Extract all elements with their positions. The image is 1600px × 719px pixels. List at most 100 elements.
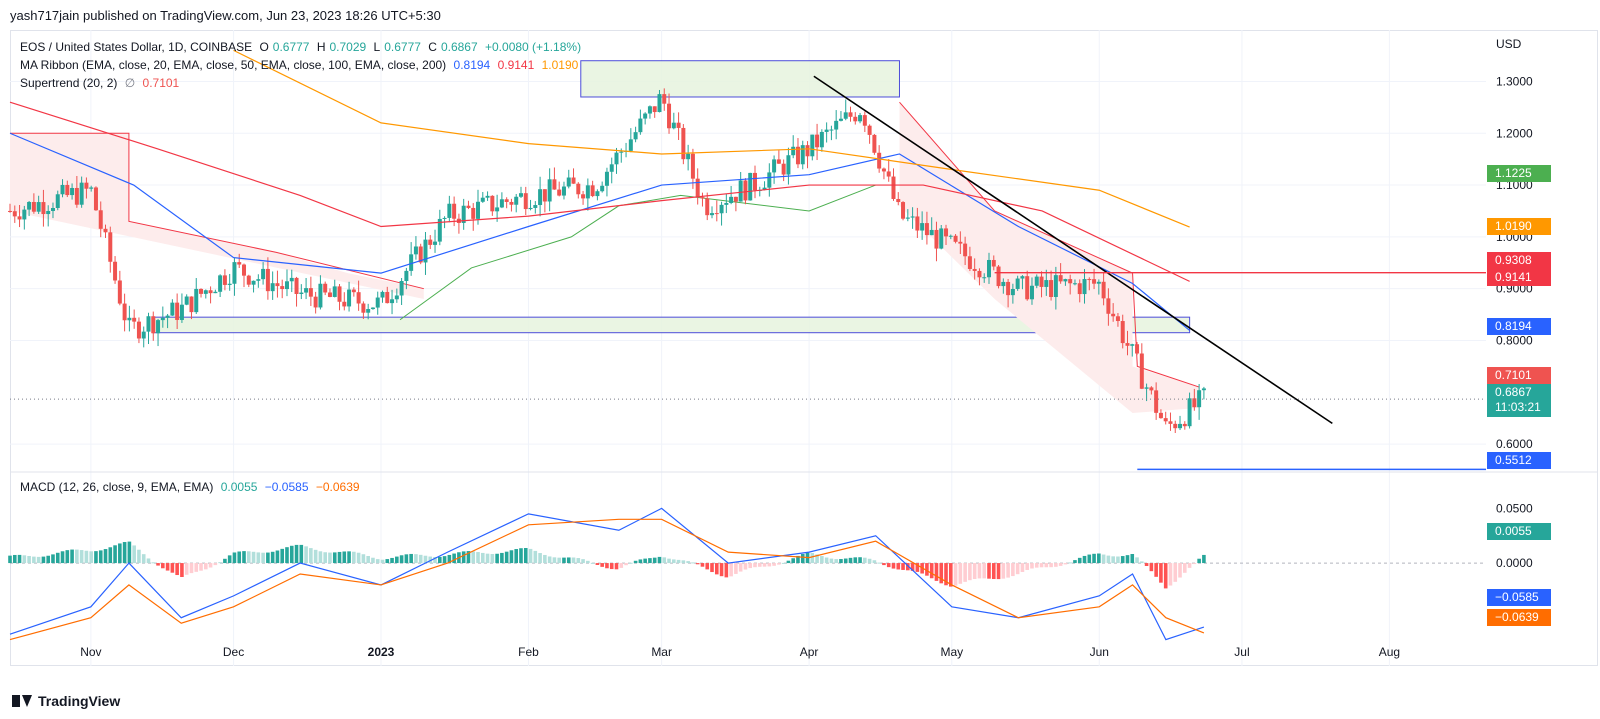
candle-body: [261, 268, 266, 280]
macd-histogram-bar: [366, 556, 370, 564]
candle-body: [227, 283, 232, 285]
macd-histogram-bar: [648, 558, 652, 564]
candle-body: [504, 199, 509, 202]
candle-body: [967, 256, 972, 269]
macd-histogram-bar: [480, 552, 485, 564]
supertrend-fill-bearish: [899, 102, 1200, 414]
candle-body: [595, 191, 600, 197]
macd-histogram-bar: [667, 558, 671, 564]
macd-histogram-bar: [1120, 556, 1125, 564]
macd-axis-tick: 0.0500: [1496, 501, 1533, 515]
candle-body: [552, 179, 557, 190]
macd-histogram-bar: [786, 560, 791, 564]
ema-ribbon: [9, 49, 1191, 331]
candle-body: [251, 280, 256, 285]
macd-signal-line: [9, 518, 1205, 641]
macd-histogram-bar: [1106, 555, 1111, 564]
candle-body: [939, 228, 944, 249]
candle-body: [471, 207, 476, 219]
candle-body: [242, 264, 247, 276]
time-axis-tick: Feb: [518, 645, 539, 659]
candle-body: [1139, 353, 1144, 389]
candle-body: [733, 196, 738, 202]
macd-histogram-bar: [1044, 563, 1049, 568]
macd-histogram-bar: [227, 555, 232, 564]
macd-histogram-bar: [385, 559, 390, 564]
macd-histogram-bar: [944, 563, 948, 586]
macd-histogram-bar: [519, 548, 523, 564]
candle-body: [681, 127, 686, 160]
ema-line-ema-200: [233, 49, 1190, 228]
candle-body: [136, 321, 141, 339]
macd-histogram-bar: [1034, 563, 1039, 568]
candle-body: [528, 207, 533, 210]
macd-histogram-bar: [581, 559, 585, 564]
macd-histogram-bar: [51, 554, 55, 564]
macd-histogram-bar: [543, 554, 547, 564]
legend-macd-line: −0.0585: [264, 480, 309, 494]
macd-histogram-bar: [270, 551, 275, 564]
legend-open: 0.6777: [272, 40, 310, 54]
macd-histogram-bar: [948, 563, 953, 587]
candle-body: [485, 195, 490, 198]
macd-histogram-bar: [208, 563, 213, 568]
macd-histogram-bar: [246, 551, 251, 564]
price-tag: 0.9308: [1487, 252, 1551, 269]
candle-body: [370, 307, 375, 310]
macd-histogram-bar: [1149, 563, 1154, 572]
macd-histogram-bar: [41, 556, 46, 564]
candle-body: [958, 241, 963, 244]
macd-histogram-bar: [504, 551, 509, 564]
macd-histogram-bar: [194, 563, 199, 572]
price-tag: 0.5512: [1487, 452, 1551, 469]
candle-body: [1106, 298, 1111, 314]
time-axis-tick: 2023: [368, 645, 395, 659]
candle-body: [1096, 281, 1101, 284]
candle-body: [772, 159, 777, 173]
candle-body: [122, 303, 127, 321]
tradingview-logo[interactable]: TradingView: [12, 693, 120, 709]
macd-histogram-bar: [514, 549, 519, 564]
candle-body: [213, 291, 218, 294]
legend-macd-signal: −0.0639: [315, 480, 360, 494]
macd-histogram-bar: [414, 554, 418, 564]
legend-ma-label: MA Ribbon (EMA, close, 20, EMA, close, 5…: [20, 58, 447, 72]
candle-body: [991, 259, 996, 267]
macd-histogram-bar: [910, 563, 915, 571]
candle-body: [1111, 313, 1116, 317]
candle-body: [719, 204, 724, 214]
candle-body: [284, 281, 289, 290]
macd-histogram-bar: [566, 557, 571, 564]
candle-body: [433, 241, 438, 245]
macd-histogram-bar: [371, 557, 375, 564]
candle-body: [280, 286, 285, 290]
macd-histogram-bar: [485, 553, 490, 564]
candle-body: [256, 279, 261, 281]
candle-body: [800, 145, 805, 165]
macd-histogram-bar: [600, 563, 604, 567]
macd-histogram-bar: [762, 563, 767, 567]
candle-body: [304, 288, 309, 293]
macd-histogram-bar: [161, 563, 165, 569]
candle-body: [743, 180, 748, 201]
legend-close: 0.6867: [440, 40, 478, 54]
macd-histogram-bar: [877, 562, 881, 564]
candle-body: [710, 213, 715, 216]
candle-body: [671, 122, 676, 129]
macd-histogram-bar: [27, 555, 31, 564]
candle-body: [724, 202, 729, 205]
candle-body: [891, 176, 896, 199]
macd-histogram-bar: [619, 563, 624, 568]
macd-histogram-bar: [127, 541, 132, 564]
candle-body: [729, 196, 734, 203]
macd-histogram-bar: [452, 553, 456, 564]
macd-histogram-bar: [848, 557, 853, 564]
candle-body: [805, 145, 810, 157]
macd-histogram-bar: [218, 562, 222, 564]
chart-frame[interactable]: [10, 30, 1598, 666]
candle-body: [523, 193, 528, 210]
macd-histogram-bar: [1168, 563, 1173, 586]
candle-body: [390, 299, 395, 304]
macd-histogram-bar: [657, 556, 662, 564]
